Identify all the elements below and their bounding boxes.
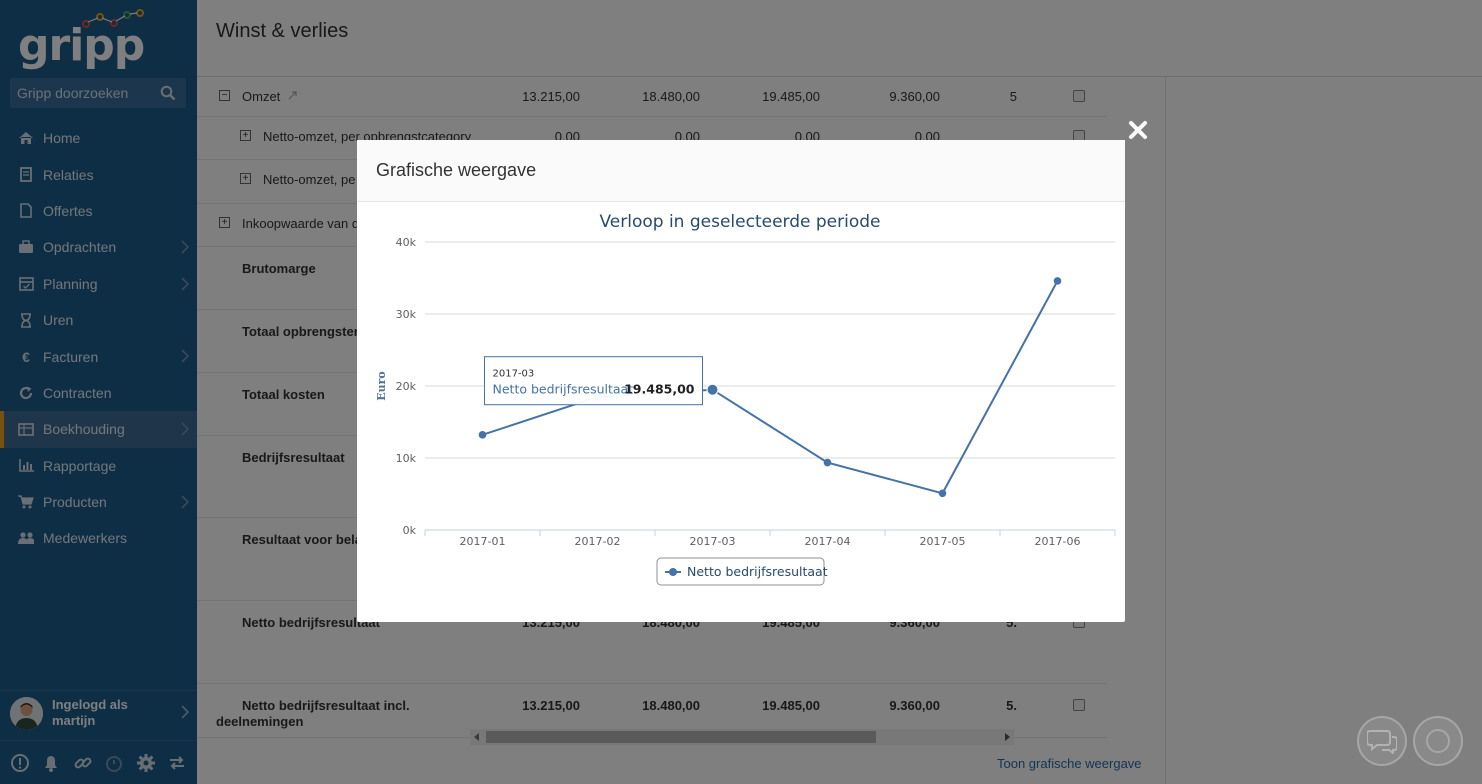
x-tick-label: 2017-03 [690, 535, 736, 548]
modal-title: Grafische weergave [376, 160, 537, 180]
data-point [938, 489, 947, 498]
chat-icon [1367, 730, 1397, 754]
tooltip-category: 2017-03 [493, 369, 535, 380]
chart-modal: Grafische weergave Verloop in geselectee… [357, 140, 1125, 622]
data-point [706, 383, 719, 396]
y-axis-label: Euro [375, 371, 388, 401]
help-button[interactable] [1413, 716, 1463, 766]
y-tick-label: 40k [396, 236, 417, 249]
chart-title: Verloop in geselecteerde periode [599, 212, 880, 232]
y-tick-label: 30k [396, 308, 417, 321]
x-tick-label: 2017-06 [1035, 535, 1081, 548]
tooltip-series: Netto bedrijfsresultaat: [493, 382, 638, 397]
y-tick-label: 0k [403, 524, 417, 537]
line-chart: Verloop in geselecteerde periode 0k 10k 20k… [375, 212, 1116, 586]
modal-header: Grafische weergave [357, 140, 1125, 202]
y-tick-label: 20k [396, 380, 417, 393]
tooltip-box [484, 356, 703, 406]
help-icon [1426, 729, 1450, 753]
x-tick-label: 2017-02 [575, 535, 621, 548]
y-tick-label: 10k [396, 452, 417, 465]
data-point [823, 458, 832, 467]
tooltip-value: 19.485,00 [624, 382, 695, 397]
legend-box [656, 557, 825, 586]
x-tick-label: 2017-04 [805, 535, 851, 548]
legend-marker [669, 568, 677, 576]
data-point [1053, 277, 1062, 285]
x-tick-label: 2017-01 [460, 535, 506, 548]
chat-button[interactable] [1357, 716, 1407, 766]
x-tick-label: 2017-05 [920, 535, 966, 548]
close-icon[interactable] [1128, 120, 1148, 140]
data-point [478, 431, 487, 439]
legend-label: Netto bedrijfsresultaat [687, 564, 828, 579]
